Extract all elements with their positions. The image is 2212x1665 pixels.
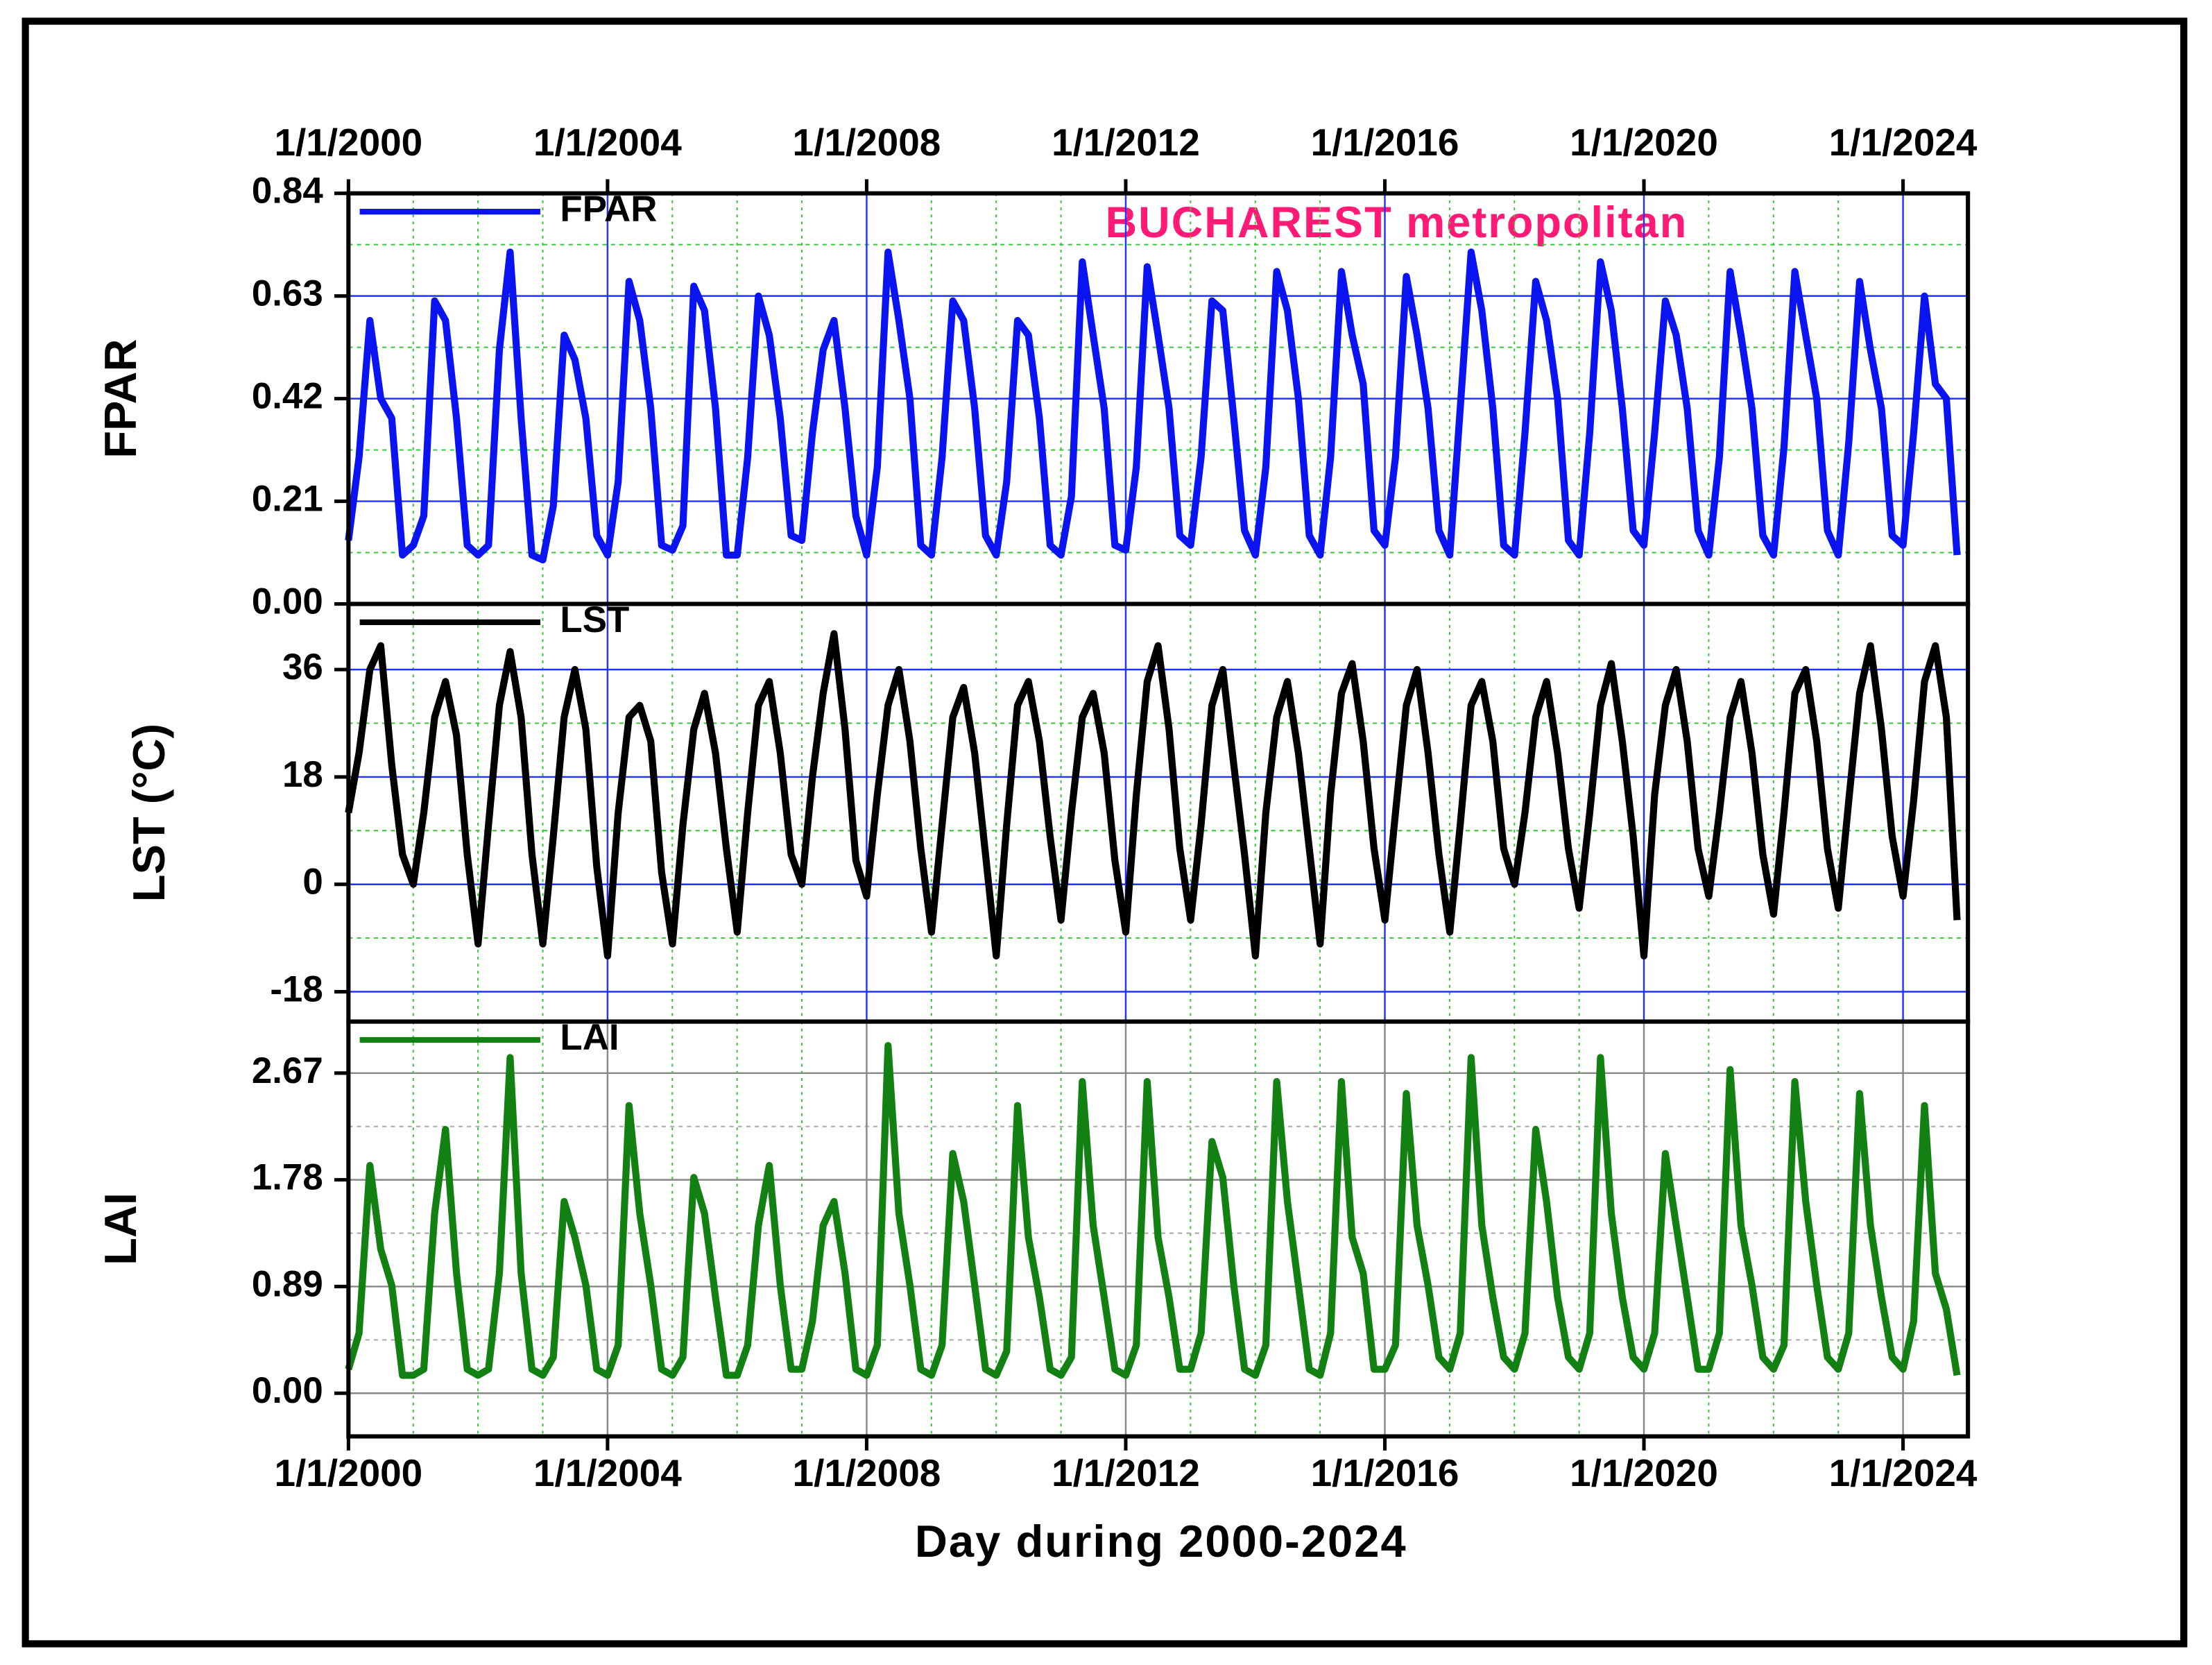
y-tick-label: 0.42	[252, 376, 323, 417]
panel-frame	[346, 1019, 1971, 1439]
y-tick-label: 1.78	[252, 1157, 323, 1198]
x-axis-label: Day during 2000-2024	[915, 1516, 1407, 1566]
y-tick-label: 0.00	[252, 1370, 323, 1411]
y-axis-label: LAI	[95, 1193, 146, 1265]
legend-label: LAI	[560, 1017, 619, 1058]
x-tick-label-top: 1/1/2008	[793, 121, 941, 164]
y-tick-label: 18	[282, 754, 323, 795]
series-line	[345, 248, 1961, 564]
x-tick-label: 1/1/2004	[533, 1451, 682, 1494]
legend-label: LST	[560, 599, 629, 640]
y-tick-label: -18	[270, 968, 323, 1009]
y-axis-label: FPAR	[95, 339, 146, 458]
series-line	[345, 630, 1961, 960]
legend-label: FPAR	[560, 189, 657, 230]
y-tick-label: 36	[282, 647, 323, 688]
x-tick-label: 1/1/2016	[1311, 1451, 1459, 1494]
x-tick-label-top: 1/1/2016	[1311, 121, 1459, 164]
x-tick-label-top: 1/1/2024	[1829, 121, 1978, 164]
x-tick-label: 1/1/2020	[1570, 1451, 1718, 1494]
x-tick-label: 1/1/2024	[1829, 1451, 1978, 1494]
y-tick-label: 0.21	[252, 479, 323, 520]
x-tick-label: 1/1/2008	[793, 1451, 941, 1494]
chart-title: BUCHAREST metropolitan	[1106, 198, 1688, 247]
y-tick-label: 0.63	[252, 273, 323, 314]
y-tick-label: 0.89	[252, 1263, 323, 1304]
x-tick-label-top: 1/1/2020	[1570, 121, 1718, 164]
y-tick-label: 0.84	[252, 171, 323, 212]
x-tick-label: 1/1/2000	[274, 1451, 422, 1494]
x-tick-label-top: 1/1/2012	[1052, 121, 1200, 164]
y-axis-label: LST (°C)	[123, 724, 174, 902]
x-tick-label-top: 1/1/2004	[533, 121, 682, 164]
x-tick-label-top: 1/1/2000	[274, 121, 422, 164]
x-tick-label: 1/1/2012	[1052, 1451, 1200, 1494]
y-tick-label: 2.67	[252, 1050, 323, 1091]
y-tick-label: 0.00	[252, 581, 323, 622]
y-tick-label: 0	[302, 862, 323, 903]
series-line	[345, 1042, 1961, 1379]
